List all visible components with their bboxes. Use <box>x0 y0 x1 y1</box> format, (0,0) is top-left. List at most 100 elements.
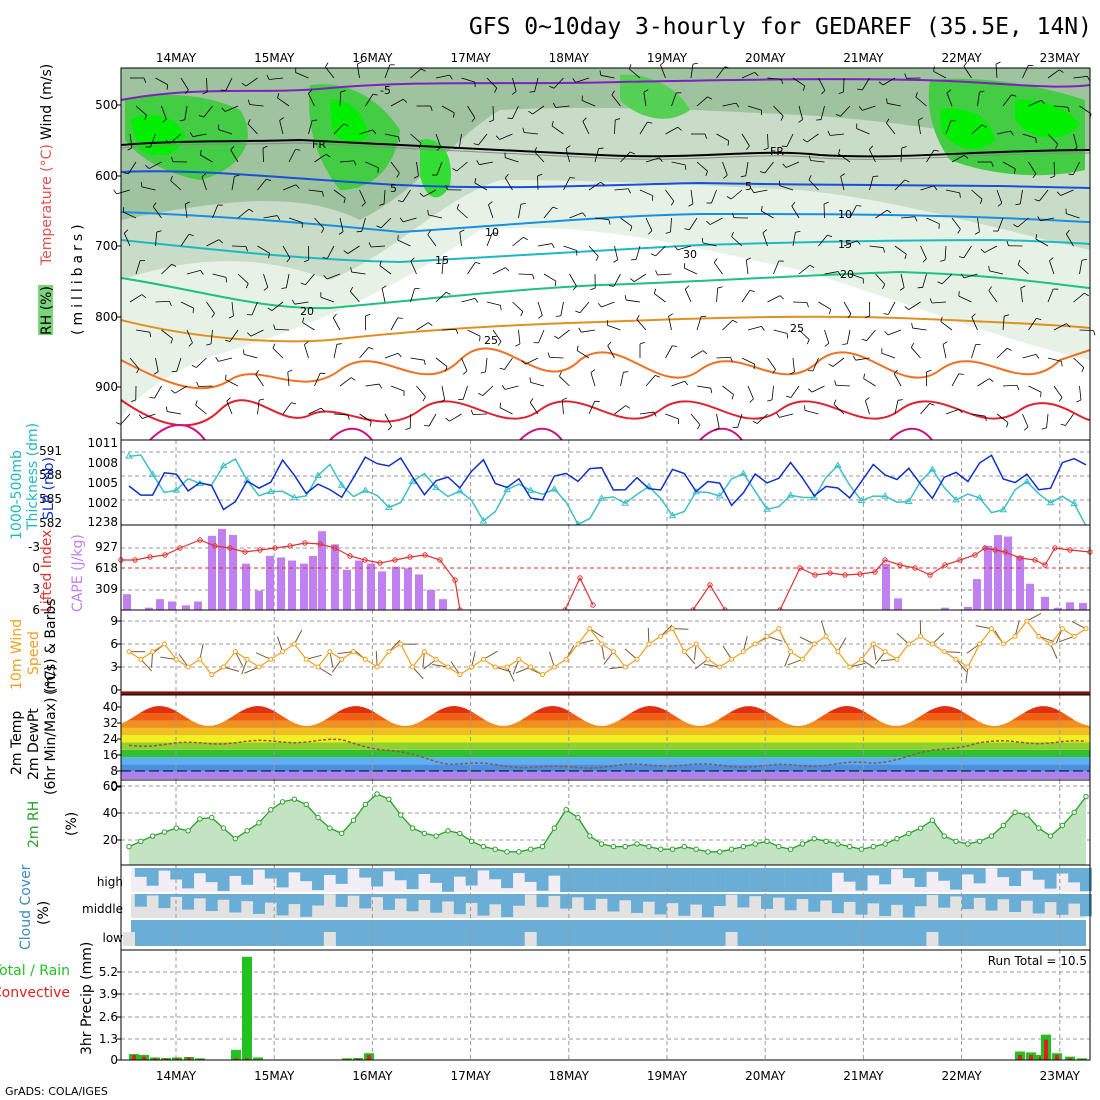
cape-label: CAPE (J/kg) <box>70 534 86 612</box>
upper-wind-barb-flag <box>630 278 635 282</box>
wind-barb <box>255 652 271 660</box>
upper-wind-barb <box>875 273 886 285</box>
upper-wind-barb <box>225 77 233 91</box>
upper-wind-barb-flag <box>523 236 528 241</box>
upper-wind-barb <box>530 381 545 387</box>
precip-convective-bar <box>187 1057 191 1060</box>
upper-wind-barb-flag <box>291 402 297 405</box>
upper-wind-barb-flag <box>590 287 596 291</box>
upper-wind-barb-flag <box>322 191 324 197</box>
upper-wind-barb <box>767 133 769 149</box>
wind-barb <box>601 643 605 660</box>
upper-air-panel: -5 FR FR 5 5 10 10 15 15 20 20 25 25 30 … <box>95 61 1096 441</box>
rh2m-point <box>870 843 877 850</box>
upper-wind-barb-flag <box>245 246 248 252</box>
upper-wind-barb <box>148 161 162 169</box>
upper-wind-barb <box>997 217 1004 232</box>
upper-wind-barb <box>333 413 348 416</box>
upper-wind-barb <box>486 77 498 89</box>
upper-wind-barb <box>810 160 825 163</box>
cloud-high-block <box>749 868 762 892</box>
upper-wind-barb <box>263 215 278 219</box>
lifted-index-point <box>1017 555 1023 561</box>
cape-bar <box>1066 602 1074 610</box>
upper-wind-barb-flag <box>427 230 431 235</box>
cloud-mid-block <box>193 894 206 899</box>
upper-wind-barb <box>347 245 360 254</box>
rh2m-point <box>161 829 168 835</box>
cape-bar <box>331 544 339 610</box>
contour-label-5b: 5 <box>745 180 752 193</box>
cape-bars <box>123 528 1087 610</box>
cloud-mid-block <box>997 894 1010 900</box>
thickness-marker <box>266 487 275 495</box>
temp-contour-5 <box>120 170 1091 189</box>
thickness-marker <box>148 470 157 477</box>
wind-speed-point <box>965 664 971 670</box>
upper-wind-barb-flag <box>780 115 784 121</box>
upper-wind-barb <box>804 409 819 415</box>
upper-wind-barb <box>499 133 513 140</box>
upper-wind-barb <box>840 176 845 191</box>
temp-band <box>121 757 1090 765</box>
upper-wind-barb <box>741 133 750 147</box>
upper-wind-barb <box>512 105 519 119</box>
upper-wind-barb-flag <box>595 256 599 262</box>
upper-wind-barb <box>257 178 267 191</box>
cloud-mid-block <box>241 894 254 902</box>
cape-bar <box>300 563 308 610</box>
upper-wind-barb <box>629 68 641 79</box>
upper-wind-barb <box>654 293 666 303</box>
upper-wind-barb <box>753 189 768 194</box>
upper-wind-barb-flag <box>398 136 400 142</box>
upper-wind-barb <box>383 189 386 204</box>
upper-wind-barb <box>436 161 443 176</box>
upper-wind-barb <box>798 105 804 120</box>
upper-wind-barb-flag <box>521 360 526 365</box>
upper-wind-barb <box>1017 264 1029 275</box>
upper-wind-barb-flag <box>199 115 205 118</box>
rh2m-point <box>433 833 439 839</box>
cloud-mid-block <box>950 894 963 897</box>
upper-wind-barb <box>594 217 609 221</box>
cloud-mid-block <box>1068 894 1081 904</box>
cape-bar <box>343 569 351 610</box>
cloud-high-block <box>193 868 206 874</box>
upper-wind-barb-flag <box>211 313 215 318</box>
wind-barb <box>944 651 961 654</box>
upper-wind-barb-flag <box>379 383 383 389</box>
upper-wind-barb <box>614 119 616 135</box>
cloud-mid-block <box>264 894 277 903</box>
upper-wind-barb <box>361 217 366 232</box>
upper-wind-barb <box>558 329 570 339</box>
upper-wind-barb-flag <box>904 254 907 260</box>
upper-wind-barb <box>1065 413 1074 426</box>
upper-wind-barb-flag <box>368 347 374 350</box>
upper-wind-barb-flag <box>607 341 612 347</box>
lifted-index-point <box>257 547 263 553</box>
cape-bar <box>182 605 190 610</box>
upper-wind-barb <box>716 356 731 359</box>
upper-wind-barb-flag <box>1065 229 1070 235</box>
top-date-label: 18MAY <box>549 51 590 65</box>
upper-wind-barb <box>933 71 947 79</box>
upper-wind-barb-flag <box>749 290 755 292</box>
temp-contour-25 <box>120 315 1091 343</box>
upper-wind-barb <box>287 372 290 387</box>
rh2m-point <box>811 835 817 842</box>
cloud-level-high: high <box>97 875 123 889</box>
upper-wind-barb-flag <box>833 399 837 405</box>
rh2m-point <box>232 835 239 842</box>
rh2m-label-1: 2m RH <box>26 801 42 848</box>
upper-wind-barb-flag <box>863 373 866 379</box>
fr-label-2: FR <box>770 145 784 158</box>
upper-wind-barb-flag <box>808 155 811 161</box>
thickness-marker <box>857 496 866 504</box>
upper-wind-barb-flag <box>1040 392 1042 398</box>
thickness-tick: 588 <box>39 468 62 482</box>
rh2m-point <box>374 791 380 797</box>
upper-wind-barb-flag <box>170 389 176 394</box>
wind-speed-point <box>315 664 321 670</box>
cloud-mid-block <box>560 894 573 909</box>
upper-wind-barb-flag <box>824 342 830 347</box>
